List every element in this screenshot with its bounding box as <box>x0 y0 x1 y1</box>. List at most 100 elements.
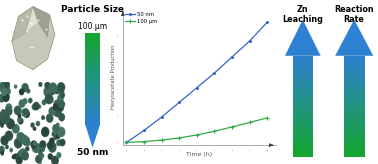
Bar <box>85 67 100 68</box>
Bar <box>293 113 313 114</box>
Bar <box>344 126 365 127</box>
Bar <box>85 51 100 52</box>
Circle shape <box>49 82 57 93</box>
Bar <box>85 36 100 37</box>
Polygon shape <box>19 7 38 33</box>
Circle shape <box>5 93 9 100</box>
Bar <box>85 55 100 56</box>
Bar <box>293 108 313 109</box>
Text: Particle Size: Particle Size <box>61 5 124 14</box>
Circle shape <box>5 106 9 111</box>
Circle shape <box>22 136 30 146</box>
Circle shape <box>57 104 64 112</box>
Bar <box>293 65 313 66</box>
Bar <box>293 154 313 155</box>
Circle shape <box>46 114 53 123</box>
Circle shape <box>38 82 42 87</box>
Bar <box>85 109 100 110</box>
Bar <box>293 145 313 146</box>
Bar <box>293 119 313 121</box>
Bar <box>85 52 100 53</box>
Bar <box>344 95 365 96</box>
Bar <box>85 64 100 65</box>
100 μm <box>159 139 164 141</box>
Bar <box>293 66 313 67</box>
Bar <box>293 114 313 115</box>
Bar <box>293 147 313 149</box>
Bar <box>85 76 100 78</box>
Circle shape <box>15 107 20 113</box>
Circle shape <box>41 115 45 120</box>
Bar <box>344 58 365 60</box>
Bar <box>344 141 365 142</box>
Bar <box>293 137 313 138</box>
Bar <box>293 86 313 88</box>
Bar <box>85 119 100 120</box>
100 μm <box>177 137 181 139</box>
Circle shape <box>47 141 54 149</box>
Circle shape <box>1 109 6 115</box>
Circle shape <box>50 98 53 102</box>
Bar <box>293 149 313 150</box>
Circle shape <box>54 100 60 108</box>
Circle shape <box>21 108 28 117</box>
Bar <box>293 72 313 73</box>
Circle shape <box>51 156 59 164</box>
Bar <box>293 155 313 156</box>
Bar <box>85 90 100 91</box>
Circle shape <box>0 112 7 120</box>
Circle shape <box>57 82 65 92</box>
Bar <box>293 67 313 69</box>
50 nm <box>177 102 181 103</box>
Bar <box>85 122 100 123</box>
Bar <box>293 99 313 100</box>
Bar <box>344 72 365 73</box>
Bar <box>85 56 100 57</box>
Bar <box>293 117 313 118</box>
Bar <box>85 50 100 51</box>
Bar <box>293 150 313 151</box>
Polygon shape <box>12 7 33 41</box>
50 nm <box>195 87 199 89</box>
Bar <box>344 151 365 152</box>
Bar <box>344 76 365 77</box>
Bar <box>344 61 365 62</box>
Circle shape <box>0 146 5 154</box>
Bar <box>344 138 365 140</box>
Circle shape <box>39 152 42 157</box>
Circle shape <box>48 143 56 153</box>
Circle shape <box>56 123 60 128</box>
Bar <box>344 102 365 103</box>
Circle shape <box>5 131 13 141</box>
Bar <box>293 144 313 145</box>
Bar <box>293 89 313 90</box>
Circle shape <box>49 138 55 144</box>
Circle shape <box>19 89 24 95</box>
Bar <box>85 98 100 99</box>
Bar <box>293 95 313 96</box>
Bar <box>344 103 365 104</box>
Bar <box>293 123 313 124</box>
Bar <box>293 142 313 144</box>
Circle shape <box>53 103 59 111</box>
Bar <box>85 45 100 47</box>
Bar <box>85 40 100 41</box>
Circle shape <box>38 104 41 109</box>
Bar <box>293 109 313 110</box>
Circle shape <box>52 124 59 133</box>
Bar <box>293 75 313 76</box>
50 nm <box>159 116 164 118</box>
Bar <box>344 136 365 137</box>
Bar <box>85 111 100 112</box>
Bar <box>85 35 100 36</box>
Bar <box>344 130 365 131</box>
Circle shape <box>41 147 45 152</box>
Bar <box>344 80 365 81</box>
Circle shape <box>0 86 5 93</box>
Bar <box>344 107 365 108</box>
Circle shape <box>46 96 50 102</box>
Bar <box>85 74 100 75</box>
Bar <box>344 108 365 109</box>
Circle shape <box>42 100 46 105</box>
Circle shape <box>60 92 65 98</box>
